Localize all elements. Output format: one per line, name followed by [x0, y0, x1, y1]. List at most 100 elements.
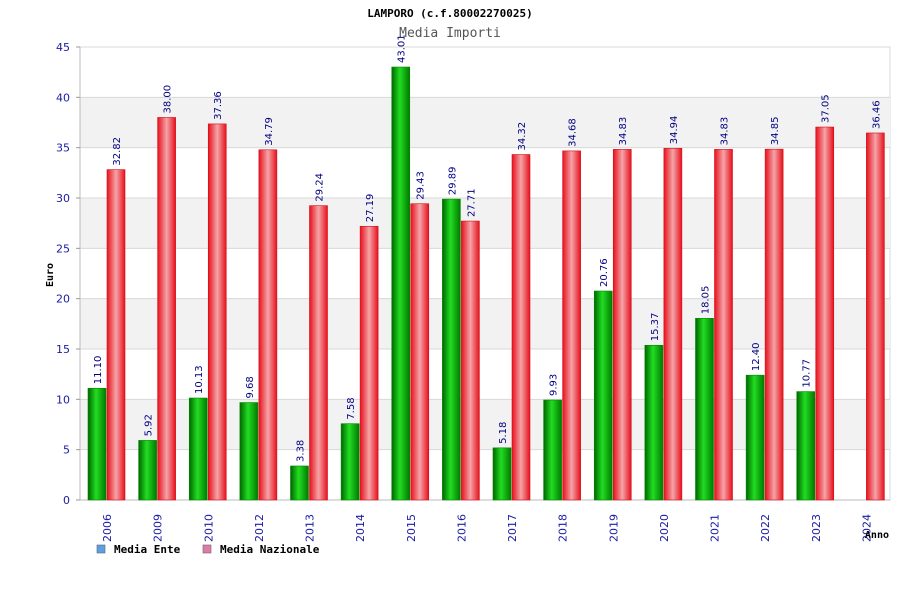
y-axis-ticks: 0 5 10 15 20 25 30 35 40 45 — [56, 41, 80, 507]
bar-value-label: 34.94 — [669, 116, 680, 145]
y-tick-label: 30 — [56, 192, 70, 205]
bar-media-nazionale — [815, 126, 835, 501]
y-tick-label: 10 — [56, 393, 70, 406]
x-tick-label: 2006 — [101, 514, 114, 542]
x-tick-label: 2021 — [709, 514, 722, 542]
x-axis-ticks: 2006 2009 2010 2012 2013 2014 2015 2016 2017 2018… — [101, 514, 873, 542]
bar-value-label: 34.68 — [568, 118, 579, 147]
bar-value-labels: 11.10 32.82 5.92 38.00 10.13 37.36 9.68 34.79 3.… — [93, 34, 882, 462]
bar-media-ente — [290, 465, 309, 501]
bar-media-ente — [138, 440, 157, 501]
bar-media-ente — [745, 374, 765, 501]
legend: Media Ente Media Nazionale — [96, 543, 320, 556]
chart-title: LAMPORO (c.f.80002270025) — [367, 7, 533, 20]
bar-value-label: 5.92 — [144, 414, 155, 436]
bar-media-nazionale — [106, 169, 126, 501]
bar-media-ente — [87, 387, 107, 501]
bar-media-nazionale — [359, 225, 379, 501]
bar-media-ente — [593, 290, 613, 501]
bar-value-label: 29.43 — [416, 171, 427, 200]
bar-media-nazionale — [309, 205, 328, 501]
bar-value-label: 27.19 — [365, 194, 376, 223]
bar-media-nazionale — [461, 220, 480, 501]
y-tick-label: 20 — [56, 293, 70, 306]
y-tick-label: 25 — [56, 242, 70, 255]
bar-media-ente — [188, 397, 208, 501]
y-axis-label: Euro — [45, 263, 56, 287]
legend-swatch — [96, 544, 106, 554]
bar-value-label: 9.93 — [549, 374, 560, 396]
bar-media-nazionale — [207, 123, 227, 501]
bar-media-ente — [796, 391, 816, 501]
chart-subtitle: Media Importi — [399, 26, 501, 41]
x-tick-label: 2022 — [759, 514, 772, 542]
bar-value-label: 12.40 — [751, 343, 762, 372]
bar-value-label: 9.68 — [245, 376, 256, 398]
legend-swatch — [202, 544, 212, 554]
y-tick-label: 35 — [56, 142, 70, 155]
bar-value-label: 20.76 — [599, 258, 610, 287]
bar-value-label: 15.37 — [650, 313, 661, 342]
bar-value-label: 43.01 — [397, 34, 408, 63]
legend-label: Media Ente — [114, 543, 181, 556]
x-tick-label: 2010 — [202, 514, 215, 542]
bar-media-ente — [543, 399, 562, 501]
bar-media-nazionale — [764, 148, 784, 501]
bar-media-ente — [391, 66, 411, 501]
x-tick-label: 2019 — [607, 514, 620, 542]
bar-media-ente — [695, 317, 714, 501]
x-tick-label: 2018 — [557, 514, 570, 542]
bars — [87, 66, 885, 501]
bar-media-nazionale — [410, 203, 430, 501]
bar-media-nazionale — [562, 150, 581, 501]
bar-value-label: 5.18 — [498, 422, 509, 444]
bar-media-ente — [644, 344, 664, 501]
bar-value-label: 34.83 — [618, 117, 629, 146]
bar-value-label: 34.79 — [264, 117, 275, 146]
bar-value-label: 34.83 — [720, 117, 731, 146]
bar-value-label: 3.38 — [296, 440, 307, 462]
bar-value-label: 37.05 — [821, 94, 832, 123]
y-tick-label: 15 — [56, 343, 70, 356]
bar-value-label: 38.00 — [163, 85, 174, 114]
x-tick-label: 2014 — [354, 514, 367, 542]
bar-value-label: 29.89 — [447, 166, 458, 195]
bar-value-label: 34.85 — [770, 117, 781, 146]
grid-band — [80, 97, 890, 148]
bar-value-label: 34.32 — [517, 122, 528, 151]
bar-media-nazionale — [714, 149, 733, 501]
bar-value-label: 18.05 — [701, 286, 712, 315]
x-tick-label: 2024 — [860, 514, 873, 542]
x-tick-label: 2020 — [658, 514, 671, 542]
legend-label: Media Nazionale — [220, 543, 320, 556]
bar-media-nazionale — [866, 132, 885, 501]
bar-media-nazionale — [258, 149, 278, 501]
bar-value-label: 37.36 — [213, 91, 224, 120]
bar-value-label: 11.10 — [93, 356, 104, 385]
bar-media-ente — [492, 447, 512, 501]
y-tick-label: 5 — [63, 444, 70, 457]
x-tick-label: 2009 — [152, 514, 165, 542]
x-tick-label: 2015 — [405, 514, 418, 542]
x-tick-label: 2023 — [810, 514, 823, 542]
bar-value-label: 10.77 — [802, 359, 813, 388]
x-axis-label: Anno — [865, 530, 889, 541]
bar-media-nazionale — [511, 154, 531, 501]
bar-value-label: 7.58 — [346, 397, 357, 419]
bar-value-label: 36.46 — [871, 100, 882, 129]
bar-media-nazionale — [612, 149, 632, 501]
x-tick-label: 2016 — [455, 514, 468, 542]
bar-media-nazionale — [157, 117, 176, 501]
x-tick-label: 2017 — [506, 514, 519, 542]
bar-value-label: 29.24 — [315, 173, 326, 202]
x-tick-label: 2013 — [304, 514, 317, 542]
bar-media-ente — [442, 198, 461, 501]
bar-media-ente — [340, 423, 360, 501]
bar-value-label: 27.71 — [466, 188, 477, 217]
bar-media-nazionale — [663, 147, 683, 501]
bar-value-label: 32.82 — [112, 137, 123, 166]
y-tick-label: 0 — [63, 494, 70, 507]
y-tick-label: 45 — [56, 41, 70, 54]
y-tick-label: 40 — [56, 91, 70, 104]
